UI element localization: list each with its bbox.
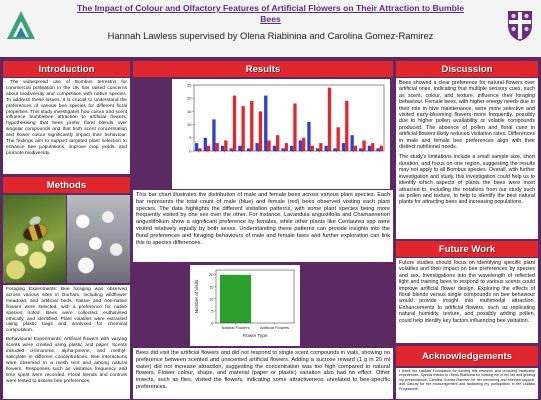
bar <box>290 145 294 151</box>
bar <box>232 95 237 151</box>
bar <box>371 143 375 151</box>
y-tick-label: 0 <box>189 148 192 153</box>
bar <box>212 119 216 151</box>
results-caption-panel: This bar chart illustrates the distribut… <box>133 190 393 262</box>
future-work-heading: Future Work <box>396 241 538 257</box>
plot-frame <box>215 269 295 324</box>
bar <box>341 143 346 151</box>
foraging-experiments-text: Foraging Experiments: Bee foraging was o… <box>6 287 127 334</box>
x-axis-label: Flower Type <box>243 333 268 338</box>
bar <box>224 140 228 151</box>
bar <box>203 137 207 151</box>
introduction-panel: The widespread use of Bombus terrestris … <box>3 78 130 174</box>
bar <box>276 135 280 151</box>
bar <box>229 148 233 151</box>
y-tick-label: 20 <box>187 96 192 101</box>
bar <box>206 145 211 151</box>
bar <box>333 148 337 151</box>
methods-panel: Foraging Experiments: Bee foraging was o… <box>3 285 130 399</box>
bee-sex-by-plant-chart: 0 5 10 15 20 25 <box>172 79 390 189</box>
y-tick-label: 15 <box>187 109 192 114</box>
y-tick-label: 25 <box>187 82 192 87</box>
y-tick-label: 5 <box>211 308 214 313</box>
bee-shape <box>21 221 49 244</box>
acknowledgements-panel: I thank the Laidlaw Foundation for fundi… <box>396 368 538 399</box>
y-tick-label: 20 <box>209 272 214 277</box>
bar <box>220 145 225 151</box>
bar <box>353 145 358 151</box>
bar <box>350 135 354 151</box>
poster-title-line-2: Bees <box>260 13 281 24</box>
x-tick-label: Natural Flowers <box>221 325 249 330</box>
bar <box>324 145 328 151</box>
discussion-paragraph: Bees showed a clear preference for natur… <box>399 80 535 151</box>
future-work-panel: Future studies should focus on identifyi… <box>396 258 538 343</box>
bar <box>267 140 271 151</box>
flower-type-visits-chart: 0 5 10 15 20 Natural Flowers Artificial Flower… <box>190 265 300 346</box>
bar <box>219 274 252 323</box>
bar <box>293 103 297 151</box>
results-bottom-text: Bees did visit the artificial flowers an… <box>136 350 390 390</box>
x-tick-label: Artificial Flowers <box>260 325 289 330</box>
bar <box>310 145 314 151</box>
y-tick-label: 0 <box>211 320 214 325</box>
bar <box>195 143 199 151</box>
bar <box>319 143 323 151</box>
poster-title-line-1: The Impact of Colour and Olfactory Featu… <box>76 3 465 13</box>
acknowledgements-text: I thank the Laidlaw Foundation for fundi… <box>399 369 535 391</box>
bar <box>238 145 242 151</box>
discussion-panel: Bees showed a clear preference for natur… <box>396 78 538 239</box>
future-work-text: Future studies should focus on identifyi… <box>399 260 535 324</box>
bar <box>359 148 363 151</box>
y-tick-label: 10 <box>187 122 192 127</box>
bar <box>298 140 302 151</box>
bee-on-flower-photo <box>3 195 66 283</box>
artificial-flowers-photo <box>67 195 130 283</box>
organisation-logo-icon <box>6 9 36 41</box>
bar <box>367 145 372 151</box>
poster-title: The Impact of Colour and Olfactory Featu… <box>40 3 501 24</box>
behavioural-experiments-text: Behavioural Experiments: Artificial flow… <box>6 337 127 384</box>
results-heading: Results <box>133 61 393 77</box>
bar <box>301 137 306 151</box>
flower-type-visits-chart-svg: 0 5 10 15 20 Natural Flowers Artificial Flower… <box>194 269 295 338</box>
bee-sex-by-plant-chart-svg: 0 5 10 15 20 25 <box>187 82 385 153</box>
bar <box>336 127 340 151</box>
discussion-heading: Discussion <box>396 61 538 77</box>
bar <box>246 148 251 151</box>
introduction-heading: Introduction <box>3 61 130 77</box>
bar <box>327 87 332 151</box>
bar <box>281 148 285 151</box>
bar <box>255 143 259 151</box>
bar <box>264 95 268 151</box>
results-bottom-panel: Bees did visit the artificial flowers an… <box>133 348 393 399</box>
results-chart-caption: This bar chart illustrates the distribut… <box>136 192 390 246</box>
bar <box>307 121 311 151</box>
bar <box>284 143 288 151</box>
poster-authors: Hannah Lawless supervised by Olena Riabi… <box>107 30 434 41</box>
poster-header: The Impact of Colour and Olfactory Featu… <box>0 0 541 57</box>
introduction-text: The widespread use of Bombus terrestris … <box>6 80 127 156</box>
bar <box>376 148 380 151</box>
acknowledgements-heading: Acknowledgements <box>396 346 538 366</box>
bar <box>250 100 254 151</box>
y-tick-label: 5 <box>189 135 192 140</box>
methods-heading: Methods <box>3 177 130 193</box>
bar <box>258 111 263 151</box>
bar <box>315 148 320 151</box>
bar <box>379 145 383 151</box>
bar <box>215 143 219 151</box>
bar <box>241 106 245 151</box>
bar <box>362 140 366 151</box>
bar <box>272 145 277 151</box>
university-crest-icon <box>506 8 534 42</box>
y-tick-label: 15 <box>209 284 214 289</box>
plot-frame <box>193 84 385 152</box>
discussion-paragraph: The study's limitations include a small … <box>399 154 535 206</box>
bar <box>345 100 349 151</box>
y-tick-label: 10 <box>209 296 214 301</box>
y-axis-label: Number of Visits <box>194 279 199 313</box>
bar <box>198 148 202 151</box>
